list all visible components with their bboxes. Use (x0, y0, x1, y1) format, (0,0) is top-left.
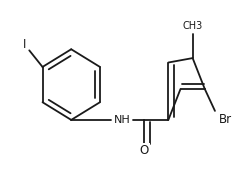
Text: I: I (23, 38, 27, 51)
Text: CH3: CH3 (183, 21, 203, 31)
Text: Br: Br (219, 113, 232, 126)
Text: NH: NH (114, 115, 130, 125)
Text: O: O (140, 144, 149, 157)
